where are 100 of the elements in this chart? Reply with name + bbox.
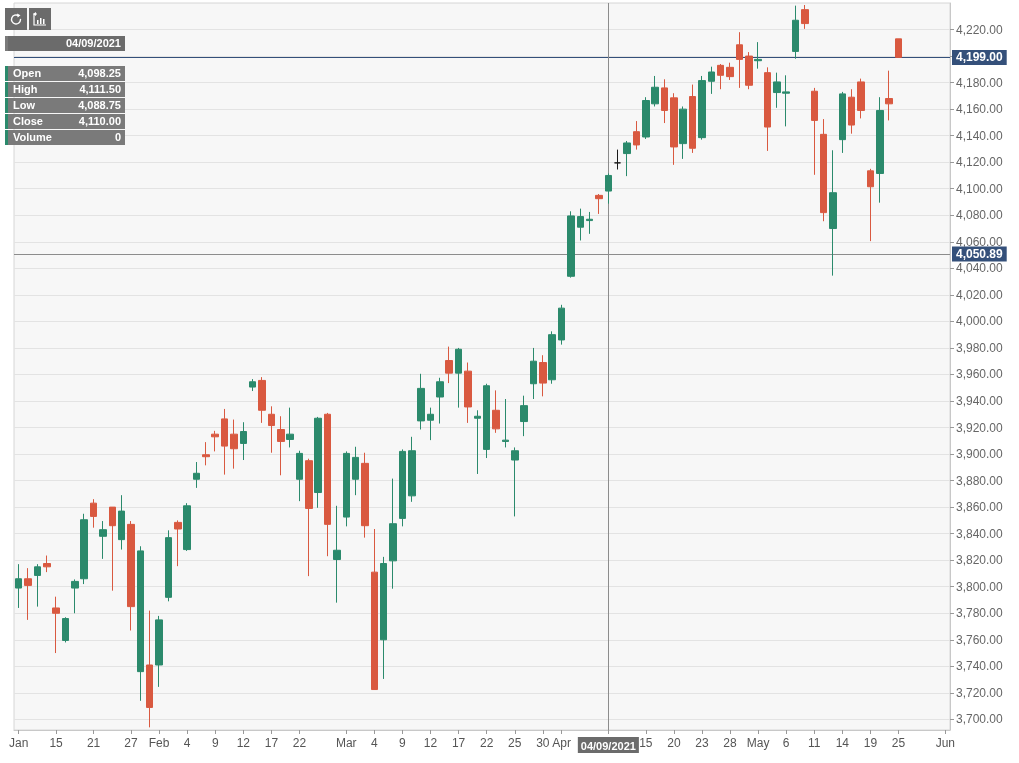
x-tick-label: 27: [124, 736, 138, 750]
candlestick: [801, 4, 809, 30]
candlestick: [708, 66, 715, 95]
candlestick: [43, 555, 51, 573]
y-tick-label: 3,940.00: [956, 393, 1004, 408]
candlestick: [193, 461, 200, 489]
candlestick: [726, 62, 734, 81]
y-tick-label: 4,000.00: [956, 314, 1004, 329]
candlestick: [895, 38, 902, 58]
candlestick: [745, 51, 753, 90]
candlestick: [417, 373, 425, 431]
annotation: 4,098.25: [78, 66, 121, 81]
candlestick: [399, 448, 406, 527]
x-tick-label: 4: [371, 736, 379, 750]
x-tick-label: 28: [723, 736, 738, 750]
candlestick: [268, 405, 275, 454]
x-tick-label: Jan: [9, 736, 29, 750]
x-tick-label: 25: [508, 736, 522, 750]
candlestick: [567, 210, 575, 279]
candlestick: [792, 5, 799, 60]
candlestick: [62, 616, 69, 643]
x-tick-label: 04/09/2021: [580, 739, 636, 752]
candlestick: [155, 615, 163, 688]
candlestick: [679, 105, 687, 160]
x-tick-label: Feb: [148, 736, 170, 750]
candlestick: [520, 395, 528, 437]
candlestick: [352, 446, 359, 496]
annotation: 4,110.00: [78, 114, 121, 129]
candlestick: [633, 120, 640, 151]
candlestick: [839, 91, 846, 154]
candlestick: [577, 208, 584, 241]
y-tick-label: 4,180.00: [956, 75, 1004, 90]
y-tick-label: 4,220.00: [956, 22, 1004, 37]
candlestick: [305, 458, 313, 577]
candlestick: [99, 520, 107, 560]
y-tick-label: 3,880.00: [956, 473, 1004, 488]
x-tick-label: 12: [423, 736, 438, 750]
y-tick-label: 3,980.00: [956, 340, 1004, 355]
candlestick: [857, 78, 865, 119]
x-tick-label: 17: [451, 736, 466, 750]
candlestick: [623, 140, 631, 177]
candlestick: [605, 172, 612, 205]
candlestick: [829, 149, 837, 277]
x-tick-label: 6: [782, 736, 790, 750]
candlestick: [661, 78, 668, 124]
candlestick: [24, 567, 32, 621]
candlestick: [221, 408, 228, 476]
annotation: Open: [13, 66, 42, 81]
candlestick: [717, 63, 724, 90]
x-tick-label: 20: [667, 736, 681, 750]
candlestick: [558, 304, 565, 346]
x-tick-label: 23: [695, 736, 709, 750]
annotation: 04/09/2021: [65, 36, 121, 51]
candlestick: [548, 330, 556, 385]
candlestick: [670, 92, 678, 166]
candlestick: [848, 88, 855, 135]
y-tick-label: 3,780.00: [956, 606, 1004, 621]
candlestick: [764, 66, 771, 152]
candlestick: [314, 416, 322, 509]
annotation: Low: [13, 98, 35, 113]
y-tick-label: 3,860.00: [956, 500, 1004, 515]
candlestick: [240, 421, 247, 461]
candlestick: [211, 430, 219, 452]
candlestick: [343, 450, 350, 527]
candlestick: [165, 529, 172, 602]
y-tick-label: 4,120.00: [956, 155, 1004, 170]
x-tick-label: 11: [808, 736, 821, 750]
candlestick: [820, 118, 827, 222]
candlestick: [539, 354, 547, 397]
y-tick-label: 3,820.00: [956, 553, 1004, 568]
candlestick: [230, 419, 238, 470]
candlestick: [15, 563, 22, 609]
x-tick-label: 14: [835, 736, 850, 750]
x-tick-label: 21: [86, 736, 101, 750]
x-tick-label: Jun: [935, 736, 955, 750]
candlestick: [52, 596, 60, 654]
y-tick-label: 3,720.00: [956, 685, 1004, 700]
x-tick-label: 17: [264, 736, 279, 750]
candlestick: [371, 528, 378, 691]
candlestick: [296, 450, 303, 502]
candlestick: [408, 436, 416, 503]
x-tick-label: 19: [863, 736, 878, 750]
candlestick: [127, 520, 135, 631]
candlestick: [277, 415, 285, 476]
candlestick: [34, 563, 41, 608]
candlestick: [811, 87, 818, 176]
candlestick: [80, 513, 88, 585]
candlestick: [511, 446, 519, 517]
annotation: 4,111.50: [79, 82, 121, 97]
annotation: High: [13, 82, 38, 97]
candlestick: [174, 519, 182, 567]
candlestick: [258, 376, 266, 424]
candlestick: [483, 383, 490, 459]
y-tick-label: 4,020.00: [956, 287, 1004, 302]
x-tick-label: 9: [211, 736, 219, 750]
annotation: Close: [13, 114, 43, 129]
candlestick: [736, 31, 743, 89]
y-tick-label: 4,080.00: [956, 208, 1004, 223]
y-tick-label: 4,140.00: [956, 128, 1004, 143]
candlestick: [202, 441, 210, 466]
